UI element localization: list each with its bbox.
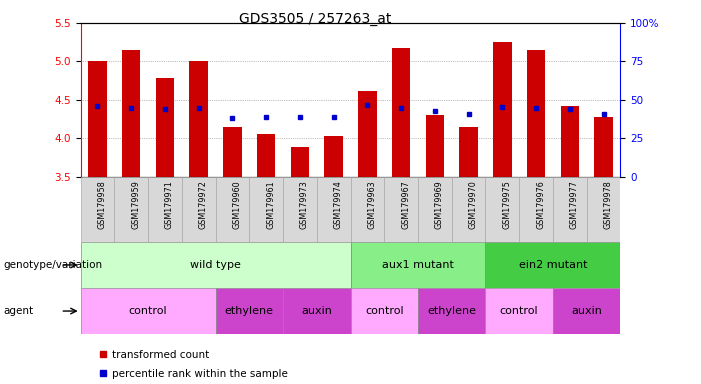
Bar	[587, 177, 620, 242]
Bar	[553, 177, 587, 242]
Text: wild type: wild type	[190, 260, 241, 270]
Text: GSM179959: GSM179959	[131, 180, 140, 229]
Text: GSM179975: GSM179975	[503, 180, 511, 229]
Bar	[384, 177, 418, 242]
Bar	[223, 127, 242, 177]
Bar	[81, 288, 216, 334]
Bar	[216, 288, 283, 334]
Bar	[325, 136, 343, 177]
Text: GSM179977: GSM179977	[570, 180, 579, 229]
Text: GSM179967: GSM179967	[401, 180, 410, 228]
Bar	[358, 91, 376, 177]
Text: GSM179976: GSM179976	[536, 180, 545, 228]
Bar	[291, 147, 309, 177]
Text: ethylene: ethylene	[225, 306, 274, 316]
Text: control: control	[365, 306, 404, 316]
Bar	[561, 106, 579, 177]
Bar	[526, 50, 545, 177]
Text: ethylene: ethylene	[427, 306, 476, 316]
Text: GSM179970: GSM179970	[468, 180, 477, 228]
Bar	[156, 78, 175, 177]
Text: GSM179969: GSM179969	[435, 180, 444, 228]
Bar	[451, 177, 485, 242]
Text: GSM179961: GSM179961	[266, 180, 275, 228]
Text: control: control	[129, 306, 168, 316]
Bar	[553, 288, 620, 334]
Text: control: control	[500, 306, 538, 316]
Bar	[426, 115, 444, 177]
Bar	[350, 288, 418, 334]
Text: genotype/variation: genotype/variation	[4, 260, 102, 270]
Bar	[189, 61, 208, 177]
Bar	[418, 288, 485, 334]
Bar	[493, 42, 512, 177]
Text: transformed count: transformed count	[112, 350, 210, 360]
Text: GSM179978: GSM179978	[604, 180, 613, 228]
Bar	[519, 177, 553, 242]
Bar	[182, 177, 216, 242]
Bar	[350, 242, 485, 288]
Text: percentile rank within the sample: percentile rank within the sample	[112, 369, 288, 379]
Bar	[485, 242, 620, 288]
Bar	[594, 117, 613, 177]
Bar	[81, 177, 114, 242]
Bar	[317, 177, 350, 242]
Bar	[257, 134, 275, 177]
Bar	[148, 177, 182, 242]
Text: GSM179971: GSM179971	[165, 180, 174, 228]
Text: auxin: auxin	[571, 306, 602, 316]
Bar	[88, 61, 107, 177]
Text: GDS3505 / 257263_at: GDS3505 / 257263_at	[239, 12, 392, 25]
Text: GSM179972: GSM179972	[198, 180, 207, 229]
Bar	[216, 177, 250, 242]
Text: GSM179963: GSM179963	[367, 180, 376, 228]
Text: GSM179974: GSM179974	[334, 180, 343, 228]
Bar	[122, 50, 140, 177]
Bar	[485, 288, 553, 334]
Bar	[283, 288, 350, 334]
Text: GSM179958: GSM179958	[97, 180, 107, 228]
Bar	[418, 177, 451, 242]
Bar	[283, 177, 317, 242]
Text: ein2 mutant: ein2 mutant	[519, 260, 587, 270]
Text: agent: agent	[4, 306, 34, 316]
Bar	[485, 177, 519, 242]
Bar	[250, 177, 283, 242]
Text: auxin: auxin	[301, 306, 332, 316]
Bar	[459, 127, 478, 177]
Bar	[392, 48, 410, 177]
Text: GSM179973: GSM179973	[300, 180, 309, 228]
Text: GSM179960: GSM179960	[233, 180, 241, 228]
Text: aux1 mutant: aux1 mutant	[382, 260, 454, 270]
Bar	[81, 242, 350, 288]
Bar	[350, 177, 384, 242]
Bar	[114, 177, 148, 242]
